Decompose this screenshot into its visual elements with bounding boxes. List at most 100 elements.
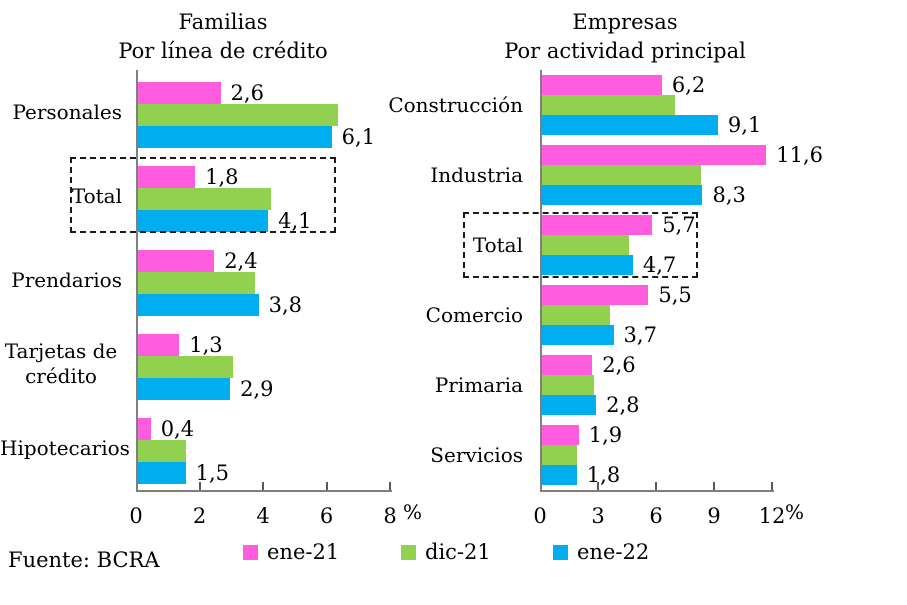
familias-bar-value-ene-22-3: 2,9 (240, 377, 274, 401)
source-note: Fuente: BCRA (8, 548, 160, 572)
familias-y-axis-line (136, 70, 138, 490)
familias-bar-ene-21-1 (138, 166, 196, 188)
familias-total-highlight-box (70, 157, 336, 233)
familias-subtitle-line: Por línea de crédito (118, 39, 328, 63)
empresas-bar-dic-21-1 (542, 165, 701, 185)
empresas-bar-value-ene-22-3: 3,7 (623, 323, 657, 347)
familias-bar-ene-21-3 (138, 334, 180, 356)
familias-category-label-4: Hipotecarios (0, 435, 130, 460)
empresas-bar-ene-21-2 (542, 215, 653, 235)
familias-bar-ene-22-4 (138, 462, 186, 484)
empresas-bar-value-ene-22-0: 9,1 (727, 113, 762, 137)
familias-bar-value-ene-21-1: 1,8 (205, 165, 239, 189)
legend-label-dic-21: dic-21 (425, 540, 491, 564)
familias-x-tick-label: 2 (192, 504, 207, 528)
empresas-bar-ene-22-5 (542, 465, 577, 485)
familias-x-tick-label: 6 (319, 504, 334, 528)
familias-bar-value-ene-21-3: 1,3 (189, 333, 223, 357)
familias-chart-title: Familias Por línea de crédito (58, 8, 388, 66)
empresas-bar-dic-21-2 (542, 235, 629, 255)
empresas-bar-value-ene-21-4: 2,6 (602, 353, 636, 377)
legend-item-ene-22: ene-22 (553, 540, 649, 564)
legend-item-dic-21: dic-21 (401, 540, 491, 564)
empresas-bar-ene-22-2 (542, 255, 633, 275)
empresas-bar-value-ene-22-5: 1,8 (586, 463, 621, 487)
empresas-x-tick (771, 482, 773, 490)
familias-bar-value-ene-22-0: 6,1 (341, 125, 376, 149)
empresas-bar-ene-21-1 (542, 145, 767, 165)
empresas-bar-value-ene-21-3: 5,5 (658, 283, 692, 307)
empresas-x-tick (597, 482, 599, 490)
empresas-bar-value-ene-22-1: 8,3 (712, 183, 746, 207)
empresas-y-axis-line (540, 70, 542, 490)
empresas-bar-value-ene-21-5: 1,9 (588, 423, 623, 447)
empresas-category-label-3: Comercio (425, 302, 523, 327)
empresas-bar-value-ene-22-4: 2,8 (606, 393, 640, 417)
familias-category-label-0: Personales (12, 99, 122, 124)
familias-bar-value-ene-22-4: 1,5 (195, 461, 230, 485)
familias-bar-dic-21-2 (138, 272, 256, 294)
empresas-x-tick-label: 9 (707, 504, 721, 528)
empresas-bar-ene-22-0 (542, 115, 718, 135)
familias-bar-value-ene-21-0: 2,6 (230, 81, 264, 105)
empresas-chart-title: Empresas Por actividad principal (460, 8, 790, 66)
familias-bar-ene-22-0 (138, 126, 332, 148)
empresas-bar-dic-21-4 (542, 375, 595, 395)
familias-bar-dic-21-4 (138, 440, 186, 462)
familias-axis-unit-label: % (403, 500, 423, 524)
familias-bar-value-ene-22-1: 4,1 (278, 209, 312, 233)
legend-item-ene-21: ene-21 (243, 540, 339, 564)
empresas-category-label-0: Construcción (388, 92, 523, 117)
empresas-subtitle-line: Por actividad principal (504, 39, 746, 63)
empresas-bar-ene-21-0 (542, 75, 662, 95)
empresas-bar-ene-22-4 (542, 395, 597, 415)
familias-bar-ene-22-3 (138, 378, 231, 400)
empresas-axis-unit-label: % (785, 500, 805, 524)
familias-x-tick-label: 0 (129, 504, 143, 528)
familias-bar-dic-21-0 (138, 104, 339, 126)
familias-x-tick (325, 482, 328, 490)
empresas-category-label-2: Total (472, 232, 523, 257)
empresas-bar-dic-21-5 (542, 445, 577, 465)
familias-x-axis-line (136, 490, 392, 492)
familias-category-label-2: Prendarios (11, 267, 122, 292)
empresas-x-tick-label: 12 (758, 504, 786, 528)
empresas-bar-ene-21-4 (542, 355, 593, 375)
familias-bar-ene-21-0 (138, 82, 221, 104)
familias-bar-ene-21-2 (138, 250, 215, 272)
legend-label-ene-22: ene-22 (577, 540, 650, 564)
empresas-total-highlight-box (463, 212, 698, 278)
empresas-x-tick-label: 0 (533, 504, 547, 528)
empresas-category-label-4: Primaria (434, 372, 523, 397)
empresas-category-label-5: Servicios (430, 442, 523, 467)
empresas-bar-ene-21-5 (542, 425, 579, 445)
empresas-bar-value-ene-21-0: 6,2 (671, 73, 706, 97)
familias-bar-value-ene-21-2: 2,4 (224, 249, 258, 273)
empresas-x-axis-line (540, 490, 774, 492)
familias-bar-ene-22-1 (138, 210, 269, 232)
familias-bar-dic-21-3 (138, 356, 234, 378)
empresas-title-line: Empresas (572, 10, 678, 34)
familias-x-tick (198, 482, 201, 490)
empresas-bar-value-ene-22-2: 4,7 (642, 253, 677, 277)
familias-x-tick (262, 482, 264, 490)
legend-swatch-ene-21 (243, 544, 258, 560)
empresas-bar-ene-22-1 (542, 185, 703, 205)
legend-swatch-dic-21 (401, 544, 416, 560)
familias-title-line: Familias (178, 10, 268, 34)
familias-x-tick-label: 8 (383, 504, 397, 528)
familias-bar-ene-21-4 (138, 418, 151, 440)
familias-bar-ene-22-2 (138, 294, 259, 316)
familias-x-tick-label: 4 (256, 504, 270, 528)
legend-label-ene-21: ene-21 (267, 540, 340, 564)
empresas-bar-ene-21-3 (542, 285, 649, 305)
legend-swatch-ene-22 (553, 544, 568, 560)
familias-bar-value-ene-21-4: 0,4 (160, 417, 195, 441)
familias-category-label-3: Tarjetas de crédito (4, 339, 118, 388)
empresas-bar-value-ene-21-1: 11,6 (776, 143, 824, 167)
familias-bar-dic-21-1 (138, 188, 272, 210)
empresas-bar-value-ene-21-2: 5,7 (662, 213, 696, 237)
empresas-x-tick (713, 482, 715, 490)
empresas-category-label-1: Industria (430, 162, 523, 187)
